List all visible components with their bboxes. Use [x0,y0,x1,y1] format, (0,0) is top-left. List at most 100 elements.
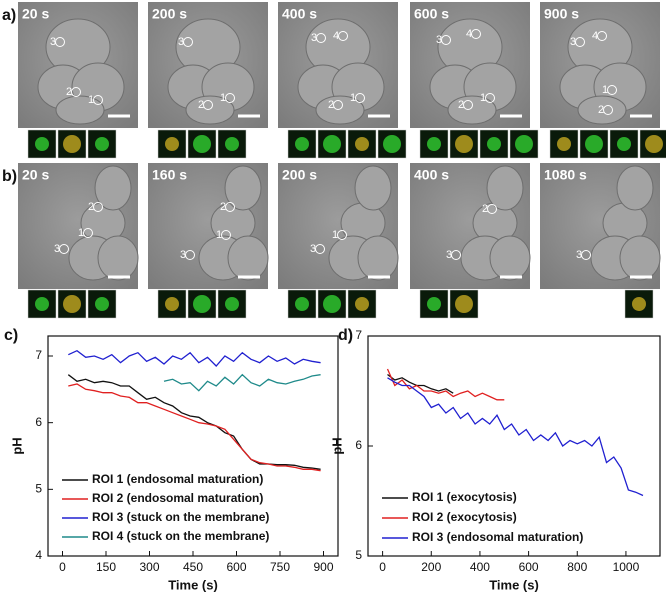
thumbnail-spot [487,137,501,151]
roi-label: 2 [88,201,94,213]
thumbnail-spot [35,137,49,151]
data-line [163,373,321,392]
time-label: 900 s [544,6,579,22]
roi-circle [337,230,347,240]
roi-label: 1 [216,229,222,241]
roi-circle [597,31,607,41]
roi-label: 1 [220,92,226,104]
thumbnail-spot [95,137,109,151]
panel-label: b) [2,168,17,185]
legend-label: ROI 4 (stuck on the membrane) [92,529,269,543]
x-tick-label: 150 [96,560,116,574]
roi-label: 3 [436,34,442,46]
x-tick-label: 450 [183,560,203,574]
y-tick-label: 7 [35,348,42,362]
roi-circle [451,250,461,260]
x-axis-label: Time (s) [168,577,218,592]
thumbnail-spot [193,295,211,313]
time-label: 160 s [152,167,187,183]
x-tick-label: 900 [313,560,333,574]
cell [619,235,661,281]
cell [357,235,399,281]
thumbnail-spot [355,137,369,151]
thumbnail-spot [225,137,239,151]
data-line [68,383,321,472]
cell [489,235,531,281]
data-line [68,349,321,367]
legend-label: ROI 2 (exocytosis) [412,510,517,524]
data-line [386,368,505,401]
roi-circle [603,105,613,115]
thumbnail-spot [427,137,441,151]
thumbnail-spot [95,297,109,311]
thumbnail-spot [295,297,309,311]
cell [55,95,105,125]
thumbnail-spot [427,297,441,311]
x-tick-label: 0 [379,560,386,574]
roi-circle [183,37,193,47]
roi-circle [55,37,65,47]
cell [97,235,139,281]
legend-label: ROI 3 (endosomal maturation) [412,530,583,544]
roi-label: 1 [332,229,338,241]
roi-circle [333,100,343,110]
roi-circle [71,87,81,97]
y-tick-label: 4 [35,548,42,562]
y-tick-label: 6 [355,438,362,452]
roi-label: 1 [480,92,486,104]
roi-label: 4 [592,30,598,42]
panel-label: a) [2,7,16,24]
panel-label: d) [338,327,353,344]
thumbnail-spot [557,137,571,151]
roi-label: 1 [350,92,356,104]
thumbnail-spot [355,297,369,311]
roi-circle [221,230,231,240]
thumbnail-spot [193,135,211,153]
roi-circle [83,228,93,238]
roi-label: 4 [466,28,472,40]
time-label: 1080 s [544,167,587,183]
x-tick-label: 0 [59,560,66,574]
roi-circle [487,204,497,214]
roi-circle [485,93,495,103]
roi-circle [315,244,325,254]
thumbnail-spot [63,295,81,313]
time-label: 400 s [282,6,317,22]
cell [486,165,524,211]
x-tick-label: 1000 [613,560,640,574]
roi-circle [316,33,326,43]
thumbnail-spot [295,137,309,151]
time-label: 400 s [414,167,449,183]
roi-label: 4 [333,30,339,42]
roi-label: 2 [66,86,72,98]
x-tick-label: 300 [139,560,159,574]
thumbnail-spot [383,135,401,153]
x-tick-label: 750 [270,560,290,574]
roi-circle [225,93,235,103]
data-line [67,374,321,470]
roi-circle [607,85,617,95]
legend-label: ROI 2 (endosomal maturation) [92,491,263,505]
x-tick-label: 600 [519,560,539,574]
cell [577,95,627,125]
cell [94,165,132,211]
roi-label: 3 [570,36,576,48]
y-axis-label: pH [329,437,344,454]
legend-label: ROI 1 (endosomal maturation) [92,472,263,486]
thumbnail-spot [323,295,341,313]
roi-label: 3 [50,36,56,48]
roi-circle [93,202,103,212]
time-label: 20 s [22,6,49,22]
roi-label: 3 [310,243,316,255]
roi-label: 3 [54,243,60,255]
legend-label: ROI 1 (exocytosis) [412,490,517,504]
time-label: 200 s [152,6,187,22]
y-tick-label: 7 [355,328,362,342]
thumbnail-spot [632,297,646,311]
roi-circle [93,95,103,105]
thumbnail-spot [35,297,49,311]
x-tick-label: 400 [470,560,490,574]
cell [354,165,392,211]
thumbnail-spot [225,297,239,311]
